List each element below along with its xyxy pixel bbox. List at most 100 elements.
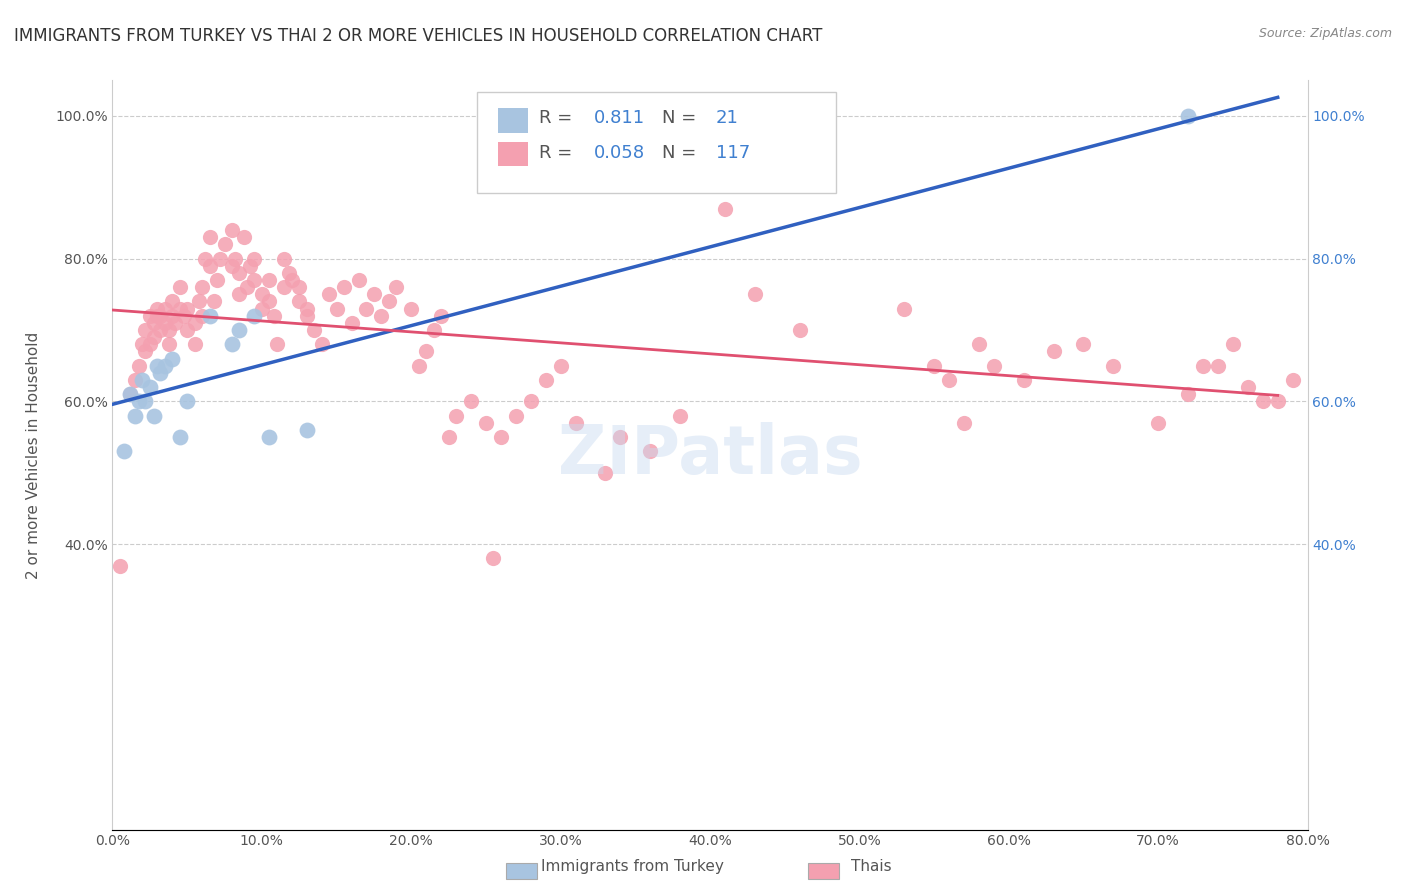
Point: [228, 287, 250, 301]
Point: [1192, 359, 1215, 373]
Point: [744, 287, 766, 301]
Point: [221, 259, 243, 273]
Point: [609, 430, 631, 444]
Point: [157, 337, 180, 351]
Point: [134, 394, 156, 409]
Point: [108, 558, 131, 573]
Point: [967, 337, 990, 351]
Point: [143, 409, 166, 423]
Point: [1281, 373, 1303, 387]
Text: ZIPatlas: ZIPatlas: [558, 422, 862, 488]
Y-axis label: 2 or more Vehicles in Household: 2 or more Vehicles in Household: [27, 331, 41, 579]
Point: [311, 337, 333, 351]
Point: [356, 301, 378, 316]
Text: IMMIGRANTS FROM TURKEY VS THAI 2 OR MORE VEHICLES IN HOUSEHOLD CORRELATION CHART: IMMIGRANTS FROM TURKEY VS THAI 2 OR MORE…: [14, 27, 823, 45]
Text: Immigrants from Turkey: Immigrants from Turkey: [541, 859, 724, 874]
Point: [169, 301, 191, 316]
Point: [176, 323, 198, 337]
Point: [191, 309, 214, 323]
Point: [437, 430, 460, 444]
Point: [273, 280, 295, 294]
Point: [183, 337, 205, 351]
Point: [564, 416, 586, 430]
Point: [277, 266, 299, 280]
Point: [1206, 359, 1229, 373]
Text: R =: R =: [538, 109, 578, 127]
Point: [789, 323, 811, 337]
Point: [176, 301, 198, 316]
Text: 117: 117: [716, 144, 751, 162]
Point: [302, 323, 325, 337]
Point: [1012, 373, 1035, 387]
Point: [139, 380, 162, 394]
Point: [165, 316, 187, 330]
Point: [325, 301, 347, 316]
Text: 0.058: 0.058: [595, 144, 645, 162]
Point: [153, 301, 176, 316]
Point: [134, 323, 156, 337]
Text: R =: R =: [538, 144, 578, 162]
Point: [378, 294, 401, 309]
Point: [149, 323, 172, 337]
Point: [143, 316, 166, 330]
Point: [370, 309, 392, 323]
Point: [1177, 109, 1199, 123]
Point: [401, 301, 423, 316]
Point: [288, 280, 311, 294]
FancyBboxPatch shape: [499, 142, 529, 167]
Point: [550, 359, 572, 373]
Point: [209, 252, 232, 266]
Point: [288, 294, 311, 309]
Point: [124, 409, 146, 423]
Point: [460, 394, 482, 409]
Text: N =: N =: [662, 109, 702, 127]
Point: [173, 309, 195, 323]
Point: [273, 252, 295, 266]
Point: [295, 301, 318, 316]
Point: [408, 359, 430, 373]
Point: [146, 309, 169, 323]
Point: [295, 423, 318, 437]
Point: [1237, 380, 1260, 394]
Point: [153, 316, 176, 330]
Point: [198, 259, 221, 273]
Point: [1102, 359, 1125, 373]
FancyBboxPatch shape: [477, 92, 835, 193]
Text: Thais: Thais: [852, 859, 891, 874]
Point: [149, 366, 172, 380]
Point: [221, 337, 243, 351]
Point: [224, 252, 246, 266]
Point: [1222, 337, 1244, 351]
Point: [202, 294, 225, 309]
Point: [482, 551, 505, 566]
Point: [281, 273, 304, 287]
Point: [120, 387, 142, 401]
Point: [1147, 416, 1170, 430]
Point: [595, 466, 617, 480]
Point: [363, 287, 385, 301]
Point: [120, 387, 142, 401]
Point: [347, 273, 370, 287]
Point: [128, 394, 150, 409]
Point: [169, 430, 191, 444]
Point: [214, 237, 236, 252]
Point: [124, 373, 146, 387]
Point: [131, 337, 153, 351]
Point: [194, 252, 217, 266]
Point: [489, 430, 512, 444]
Text: N =: N =: [662, 144, 702, 162]
Point: [340, 316, 363, 330]
Point: [415, 344, 437, 359]
Point: [146, 301, 169, 316]
Point: [128, 359, 150, 373]
Text: 21: 21: [716, 109, 740, 127]
Point: [243, 309, 266, 323]
Text: Source: ZipAtlas.com: Source: ZipAtlas.com: [1258, 27, 1392, 40]
Point: [669, 409, 692, 423]
Point: [183, 316, 205, 330]
Point: [893, 301, 915, 316]
Point: [233, 230, 256, 244]
Point: [1073, 337, 1095, 351]
Point: [953, 416, 976, 430]
Point: [243, 273, 266, 287]
